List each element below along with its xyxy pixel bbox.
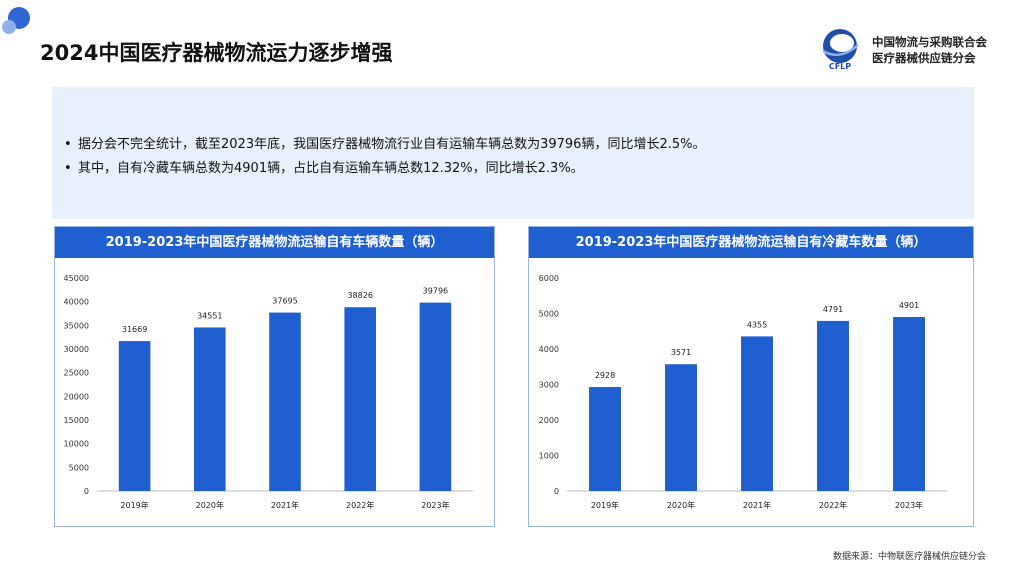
- bar-value-label: 34551: [197, 311, 222, 320]
- y-tick-label: 30000: [64, 345, 89, 354]
- y-tick-label: 5000: [539, 310, 559, 319]
- bar: [741, 336, 773, 491]
- bar-value-label: 4355: [747, 320, 767, 329]
- bar: [665, 364, 697, 491]
- y-tick-label: 10000: [64, 440, 89, 449]
- x-tick-label: 2020年: [667, 500, 695, 510]
- logo-abbr: CFLP: [829, 62, 851, 71]
- bar: [344, 307, 376, 491]
- bar: [118, 341, 151, 491]
- data-source-note: 数据来源：中物联医疗器械供应链分会: [832, 552, 986, 562]
- summary-bullet: • 据分会不完全统计，截至2023年底，我国医疗器械物流行业自有运输车辆总数为39…: [64, 137, 706, 152]
- cold-chain-bar-chart: 0 1000 2000 3000 4000 5000 6000 2928 2019年 3571 20…: [539, 274, 947, 510]
- vehicles-chart-panel: 2019-2023年中国医疗器械物流运输自有车辆数量（辆） 0 5000 10000…: [54, 226, 495, 527]
- bar-value-label: 37695: [272, 297, 297, 306]
- y-tick-label: 5000: [69, 463, 89, 472]
- y-tick-label: 1000: [539, 452, 559, 461]
- y-tick-label: 15000: [64, 416, 89, 425]
- vehicles-bar-chart: 0 5000 10000 15000 20000 25000 30000 35000 40000…: [64, 274, 473, 510]
- bar-value-label: 4901: [899, 301, 919, 310]
- summary-box: • 据分会不完全统计，截至2023年底，我国医疗器械物流行业自有运输车辆总数为39…: [52, 87, 974, 219]
- y-tick-label: 25000: [64, 369, 89, 378]
- bar: [817, 320, 849, 491]
- x-tick-label: 2021年: [743, 500, 771, 510]
- x-tick-label: 2020年: [196, 500, 224, 510]
- y-tick-label: 0: [554, 487, 559, 496]
- y-tick-label: 4000: [539, 345, 559, 354]
- x-tick-label: 2023年: [895, 500, 923, 510]
- bar: [419, 302, 452, 491]
- y-tick-label: 35000: [64, 321, 89, 330]
- y-tick-label: 6000: [539, 274, 559, 283]
- y-tick-label: 45000: [64, 274, 89, 283]
- y-tick-label: 40000: [64, 298, 89, 307]
- x-tick-label: 2021年: [271, 500, 299, 510]
- bar: [893, 317, 925, 491]
- y-tick-label: 0: [84, 487, 89, 496]
- bar: [269, 312, 301, 491]
- bar: [589, 387, 621, 491]
- summary-bullet-text: 其中，自有冷藏车辆总数为4901辆，占比自有运输车辆总数12.32%，同比增长2…: [78, 161, 584, 176]
- summary-list: • 据分会不完全统计，截至2023年底，我国医疗器械物流行业自有运输车辆总数为39…: [64, 133, 705, 181]
- vehicles-chart-title: 2019-2023年中国医疗器械物流运输自有车辆数量（辆）: [55, 227, 494, 258]
- cold-chain-chart-title: 2019-2023年中国医疗器械物流运输自有冷藏车数量（辆）: [529, 227, 973, 258]
- bar-value-label: 39796: [423, 287, 448, 296]
- bar-value-label: 38826: [347, 291, 372, 300]
- bar-value-label: 31669: [122, 325, 147, 334]
- cold-chain-chart-panel: 2019-2023年中国医疗器械物流运输自有冷藏车数量（辆） 0 1000 2000…: [528, 226, 974, 527]
- bar: [194, 327, 226, 491]
- logo-branch-name: 医疗器械供应链分会: [872, 51, 976, 65]
- cflp-logo-icon: CFLP: [822, 29, 859, 71]
- page-title: 2024中国医疗器械物流运力逐步增强: [40, 41, 393, 65]
- y-tick-label: 2000: [539, 416, 559, 425]
- x-tick-label: 2019年: [591, 500, 619, 510]
- y-tick-label: 20000: [64, 392, 89, 401]
- x-tick-label: 2022年: [819, 500, 847, 510]
- x-tick-label: 2022年: [346, 500, 374, 510]
- bar-value-label: 3571: [671, 348, 691, 357]
- x-tick-label: 2019年: [120, 500, 148, 510]
- summary-bullet: • 其中，自有冷藏车辆总数为4901辆，占比自有运输车辆总数12.32%，同比增长…: [64, 161, 584, 176]
- bar-value-label: 4791: [823, 305, 843, 314]
- x-tick-label: 2023年: [421, 500, 449, 510]
- bar-value-label: 2928: [595, 371, 615, 380]
- logo-org-name: 中国物流与采购联合会: [872, 35, 987, 49]
- y-tick-label: 3000: [539, 381, 559, 390]
- summary-bullet-text: 据分会不完全统计，截至2023年底，我国医疗器械物流行业自有运输车辆总数为397…: [78, 137, 706, 152]
- decor-circle-small: [2, 20, 16, 34]
